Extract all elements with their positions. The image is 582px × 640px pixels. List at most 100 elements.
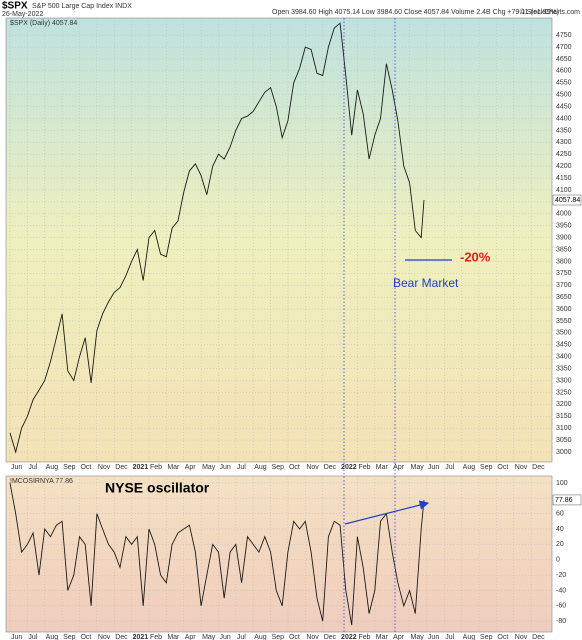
x-tick-label: 2021 <box>133 634 149 640</box>
y-tick-label: 4400 <box>556 115 572 122</box>
x-tick-label: May <box>411 464 425 471</box>
x-tick-label: Mar <box>376 634 389 640</box>
y-tick-label: 3900 <box>556 234 572 241</box>
y-tick-label: 3150 <box>556 413 572 420</box>
x-tick-label: Jun <box>219 464 230 471</box>
y-tick-label: 3750 <box>556 270 572 277</box>
drawdown-label: -20% <box>460 249 491 264</box>
y-tick-label: 3200 <box>556 401 572 408</box>
y-tick-label: 4250 <box>556 151 572 158</box>
x-tick-label: Nov <box>515 634 528 640</box>
y-tick-label: 3650 <box>556 294 572 301</box>
y-tick-label: 4000 <box>556 211 572 218</box>
price-line <box>9 22 425 454</box>
x-tick-label: Sep <box>63 634 76 640</box>
last-value-box <box>552 194 582 206</box>
y-tick-label: 3400 <box>556 354 572 361</box>
price-line <box>9 482 425 626</box>
x-tick-label: Nov <box>515 464 528 471</box>
x-tick-label: Jun <box>219 634 230 640</box>
x-tick-label: Apr <box>185 634 197 640</box>
oscillator-title: NYSE oscillator <box>105 480 210 496</box>
x-tick-label: Oct <box>289 634 300 640</box>
x-tick-label: Jun <box>428 634 439 640</box>
y-tick-label: 4700 <box>556 44 572 51</box>
x-tick-label: Aug <box>254 634 267 640</box>
x-tick-label: Dec <box>115 634 128 640</box>
x-tick-label: Feb <box>150 634 162 640</box>
x-tick-label: Jul <box>28 464 37 471</box>
price-legend: $SPX (Daily) 4057.84 <box>10 20 77 27</box>
y-tick-label: 3050 <box>556 437 572 444</box>
credit: © StockCharts.com <box>520 8 581 16</box>
x-tick-label: Sep <box>272 634 285 640</box>
x-tick-label: Nov <box>306 634 319 640</box>
x-tick-label: Nov <box>98 634 111 640</box>
x-tick-label: Aug <box>463 464 476 471</box>
x-tick-label: Oct <box>80 634 91 640</box>
trend-arrow <box>344 500 430 525</box>
x-tick-label: 2021 <box>133 464 149 471</box>
x-tick-label: Jun <box>428 464 439 471</box>
bear-label: Bear Market <box>393 276 459 290</box>
y-tick-label: 3550 <box>556 318 572 325</box>
x-tick-label: Nov <box>98 464 111 471</box>
x-tick-label: Nov <box>306 464 319 471</box>
y-tick-label: 4500 <box>556 92 572 99</box>
x-tick-label: Jul <box>237 634 246 640</box>
x-tick-label: Apr <box>393 464 405 471</box>
y-tick-label: 3250 <box>556 389 572 396</box>
x-tick-label: Mar <box>167 464 180 471</box>
x-tick-label: Jun <box>11 464 22 471</box>
y-tick-label: 3950 <box>556 223 572 230</box>
x-tick-label: Feb <box>150 464 162 471</box>
index-name: S&P 500 Large Cap Index INDX <box>32 3 132 10</box>
price-panel <box>5 17 553 463</box>
oscillator-panel <box>5 475 553 633</box>
y-tick-label: 3800 <box>556 258 572 265</box>
y-tick-label: 4150 <box>556 175 572 182</box>
y-tick-label: -60 <box>556 603 566 610</box>
y-tick-label: 4300 <box>556 139 572 146</box>
last-value-box <box>552 494 582 506</box>
y-tick-label: -20 <box>556 572 566 579</box>
y-tick-label: 3300 <box>556 377 572 384</box>
x-tick-label: Dec <box>532 464 545 471</box>
y-tick-label: 4350 <box>556 127 572 134</box>
y-tick-label: 60 <box>556 510 564 517</box>
x-tick-label: Apr <box>185 464 197 471</box>
x-tick-label: 2022 <box>341 634 357 640</box>
x-tick-label: Sep <box>272 464 285 471</box>
y-tick-label: 3000 <box>556 449 572 456</box>
y-tick-label: 100 <box>556 480 568 487</box>
symbol: $SPX <box>2 1 28 12</box>
x-tick-label: Jun <box>11 634 22 640</box>
y-tick-label: 3600 <box>556 306 572 313</box>
x-tick-label: 2022 <box>341 464 357 471</box>
x-tick-label: Aug <box>254 464 267 471</box>
y-tick-label: -80 <box>556 618 566 625</box>
x-tick-label: Aug <box>46 464 59 471</box>
x-tick-label: May <box>202 634 216 640</box>
x-tick-label: Dec <box>532 634 545 640</box>
y-tick-label: 3500 <box>556 330 572 337</box>
y-tick-label: 4100 <box>556 187 572 194</box>
x-tick-label: Sep <box>480 634 493 640</box>
y-tick-label: 40 <box>556 526 564 533</box>
x-tick-label: Sep <box>63 464 76 471</box>
y-tick-label: 20 <box>556 541 564 548</box>
x-tick-label: Jul <box>237 464 246 471</box>
x-tick-label: Jul <box>445 634 454 640</box>
x-tick-label: Sep <box>480 464 493 471</box>
x-tick-label: Jul <box>445 464 454 471</box>
x-tick-label: Mar <box>167 634 180 640</box>
x-tick-label: Dec <box>324 464 337 471</box>
x-tick-label: Feb <box>358 634 370 640</box>
y-tick-label: 4450 <box>556 103 572 110</box>
x-tick-label: Oct <box>497 464 508 471</box>
x-tick-label: May <box>202 464 216 471</box>
last-value-label: 4057.84 <box>555 197 580 204</box>
x-tick-label: Oct <box>497 634 508 640</box>
y-tick-label: 4600 <box>556 68 572 75</box>
